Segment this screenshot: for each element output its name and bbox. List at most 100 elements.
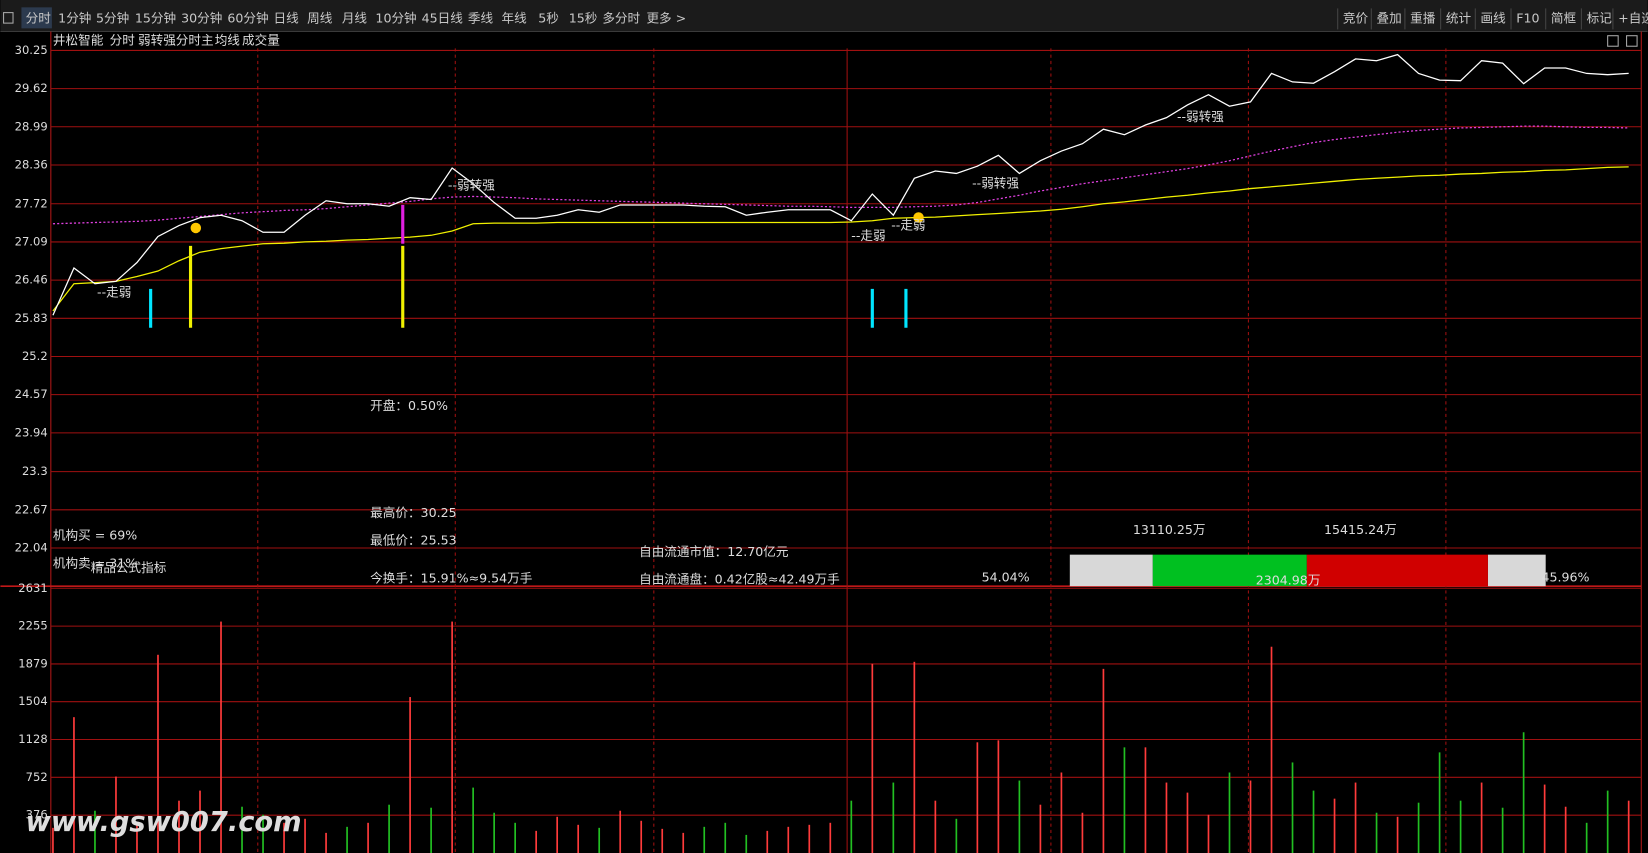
price-line — [52, 125, 1629, 225]
volume-bar — [1354, 782, 1357, 853]
volume-bar — [787, 826, 790, 853]
close-button[interactable] — [1626, 35, 1638, 47]
y-tick-label: 1879 — [18, 656, 47, 670]
volume-bar — [829, 822, 832, 853]
turnover-info: 今换手：15.91%≈9.54万手 — [370, 570, 532, 585]
volume-bar — [682, 832, 685, 853]
toolbar-tab[interactable]: 15分钟 — [135, 10, 176, 25]
volume-bar — [766, 830, 769, 853]
toolbar-tab[interactable]: 月线 — [342, 10, 368, 25]
toolbar-tab[interactable]: 30分钟 — [181, 10, 222, 25]
volume-bar — [1543, 784, 1546, 853]
toolbar-tab[interactable]: 15秒 — [569, 10, 598, 25]
toolbar-tab[interactable]: 画线 — [1481, 10, 1507, 25]
volume-bar — [304, 818, 306, 853]
y-tick-label: 24.57 — [15, 387, 48, 401]
toolbar-tab[interactable]: 5秒 — [538, 10, 559, 25]
low-info: 最低价：25.53 — [370, 533, 456, 548]
toolbar-tab[interactable]: 45日线 — [422, 10, 464, 25]
volume-bar — [409, 697, 411, 853]
y-tick-label: 25.83 — [15, 311, 48, 325]
volume-bar — [535, 830, 538, 853]
volume-bar — [1018, 780, 1021, 853]
y-tick-label: 30.25 — [15, 43, 48, 57]
high-info: 最高价：30.25 — [370, 505, 456, 520]
toolbar-tab[interactable]: 标记 — [1587, 10, 1613, 25]
volume-bar — [1438, 752, 1441, 853]
volume-bar — [1291, 762, 1294, 853]
toolbar-tab[interactable]: 日线 — [274, 10, 300, 25]
plot-layer — [52, 53, 1630, 853]
toolbar-tab[interactable]: 叠加 — [1377, 10, 1402, 25]
y-tick-label: 22.67 — [15, 502, 48, 516]
float-shares-info: 自由流通盘：0.42亿股≈42.49万手 — [639, 571, 840, 586]
toolbar-tab[interactable]: 周线 — [307, 10, 333, 25]
toolbar-tab[interactable]: 1分钟 — [58, 10, 91, 25]
volume-bar — [1207, 814, 1210, 853]
toolbar-tab[interactable]: 多分时 — [602, 10, 640, 25]
volume-bar — [220, 621, 222, 853]
y-tick-label: 23.94 — [15, 425, 48, 439]
volume-bar — [493, 812, 495, 853]
toolbar-tab[interactable]: 5分钟 — [96, 10, 129, 25]
y-tick-label: 23.3 — [22, 464, 48, 478]
volume-bar — [1564, 806, 1567, 853]
toolbar-tab[interactable]: 年线 — [501, 10, 527, 25]
volume-bar — [1270, 646, 1273, 853]
volume-bar — [1627, 800, 1630, 853]
flow-buy-pct: 45.96% — [1541, 569, 1589, 584]
y-tick-label: 376 — [26, 808, 48, 822]
toolbar-tab[interactable]: 统计 — [1446, 10, 1472, 25]
mode-label: 分时 — [110, 32, 136, 47]
volume-bar — [1081, 812, 1084, 853]
volume-bar — [472, 787, 474, 853]
y-tick-label: 1504 — [18, 694, 47, 708]
annotation: --走弱 — [97, 285, 131, 300]
volume-label: 成交量 — [242, 32, 280, 47]
price-line — [52, 166, 1629, 312]
toolbar-tab[interactable]: 简框 — [1551, 10, 1577, 25]
y-tick-label: 752 — [26, 770, 48, 784]
volume-bar — [115, 776, 117, 853]
toolbar-tab[interactable]: 60分钟 — [227, 10, 268, 25]
annotation: --走弱 — [851, 228, 885, 243]
signal-dot — [190, 222, 202, 234]
y-tick-label: 29.62 — [15, 81, 48, 95]
zoom-button[interactable] — [1607, 35, 1619, 47]
formula-label: 精品公式指标 — [91, 560, 167, 575]
volume-bar — [1060, 772, 1063, 853]
toolbar-tab[interactable]: F10 — [1516, 10, 1539, 25]
toolbar-tab[interactable]: 更多 > — [646, 10, 686, 25]
indicator-label: 弱转强分时主 — [138, 32, 214, 47]
price-line — [52, 53, 1629, 316]
volume-bar — [997, 740, 1000, 853]
volume-bar — [1585, 822, 1588, 853]
volume-bar — [934, 800, 937, 853]
volume-bar — [1501, 807, 1504, 853]
volume-bar — [598, 827, 601, 853]
volume-bar — [451, 621, 453, 853]
institution-buy: 机构买 = 69% — [53, 527, 137, 542]
toolbar-tab[interactable]: 重播 — [1410, 10, 1436, 25]
toolbar-tab[interactable]: +自选 — [1618, 10, 1648, 25]
toolbar-tab[interactable]: 季线 — [468, 10, 494, 25]
panel-toggle[interactable] — [3, 12, 14, 24]
volume-bar — [430, 807, 432, 853]
volume-bar — [1039, 804, 1042, 853]
volume-bar — [52, 827, 54, 853]
volume-bar — [913, 661, 916, 853]
volume-bar — [850, 800, 853, 853]
toolbar-tab[interactable]: 10分钟 — [375, 10, 416, 25]
toolbar-tab[interactable]: 分时 — [26, 10, 52, 25]
toolbar-tab[interactable]: 竞价 — [1343, 10, 1369, 25]
annotation: --走弱 — [891, 217, 925, 232]
flow-gray — [1069, 554, 1153, 587]
y-tick-label: 1128 — [18, 732, 47, 746]
volume-bar — [1102, 668, 1105, 853]
volume-bar — [1333, 798, 1336, 853]
flow-sell-bar — [1306, 554, 1488, 587]
volume-bar — [1249, 780, 1252, 853]
volume-bar — [640, 820, 643, 853]
volume-bar — [577, 824, 580, 853]
